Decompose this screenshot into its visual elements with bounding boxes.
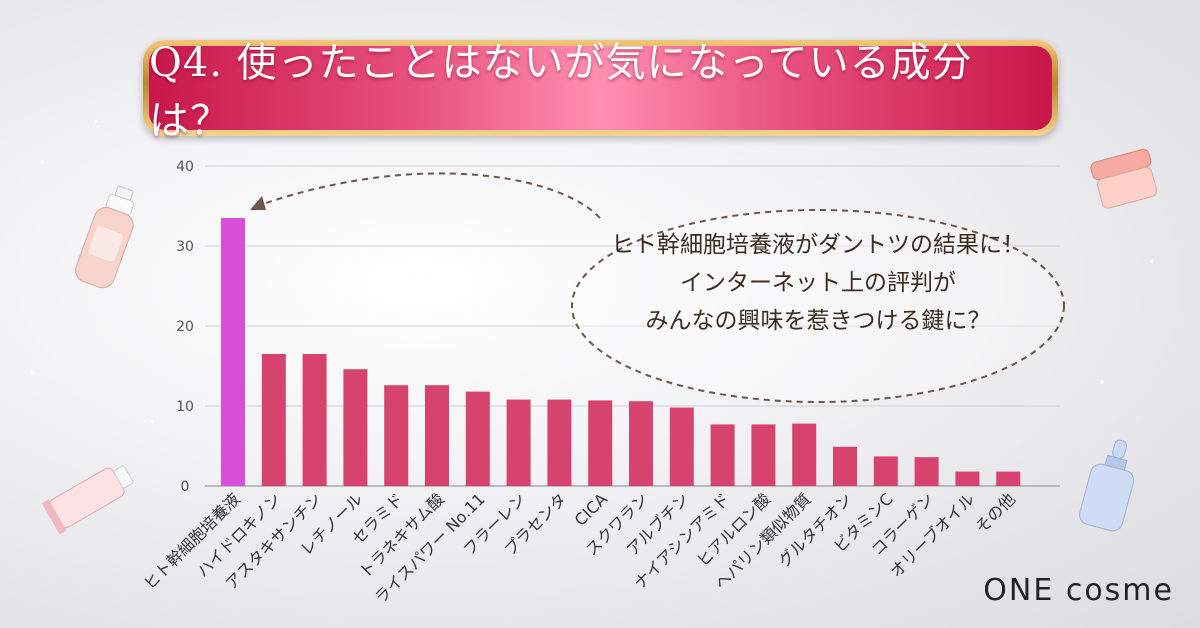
bar bbox=[996, 471, 1021, 486]
bar bbox=[873, 456, 898, 486]
callout-line-2: インターネット上の評判が bbox=[680, 270, 956, 296]
bar bbox=[547, 399, 572, 486]
y-tick-label: 10 bbox=[176, 399, 194, 415]
bar bbox=[302, 354, 327, 486]
callout-arrowhead bbox=[250, 196, 266, 210]
callout-arrow bbox=[259, 172, 601, 219]
bar bbox=[506, 399, 531, 486]
y-tick-label: 40 bbox=[176, 159, 194, 175]
y-tick-label: 30 bbox=[176, 239, 194, 255]
sparkle bbox=[95, 120, 98, 123]
bar bbox=[955, 471, 980, 486]
title-banner-inner: Q4. 使ったことはないが気になっている成分は？ bbox=[149, 40, 1052, 144]
bar bbox=[669, 407, 694, 486]
bar bbox=[221, 218, 245, 486]
callout-line-3: みんなの興味を惹きつける鍵に？ bbox=[645, 308, 991, 334]
y-tick-label: 20 bbox=[176, 319, 194, 335]
bar bbox=[261, 354, 286, 486]
chart-title: Q4. 使ったことはないが気になっている成分は？ bbox=[149, 40, 973, 144]
brand-logo: ONE cosme bbox=[983, 573, 1174, 608]
cream-jar-icon bbox=[1090, 148, 1158, 209]
sparkle bbox=[40, 160, 44, 164]
callout-line-1: ヒト幹細胞培養液がダントツの結果に！ bbox=[611, 232, 1025, 258]
sparkle bbox=[150, 420, 153, 423]
bar bbox=[833, 446, 857, 486]
bar bbox=[384, 385, 409, 486]
bar bbox=[588, 400, 613, 486]
bar bbox=[425, 385, 449, 486]
bar bbox=[629, 401, 653, 486]
callout-bubble bbox=[571, 209, 1065, 403]
bar bbox=[792, 423, 817, 486]
callout-text: ヒト幹細胞培養液がダントツの結果に！ インターネット上の評判が みんなの興味を惹… bbox=[568, 226, 1068, 340]
sparkle bbox=[1150, 260, 1153, 263]
bar bbox=[343, 369, 368, 486]
sparkle bbox=[30, 370, 35, 375]
bar bbox=[465, 391, 490, 486]
dropper-bottle-icon bbox=[1079, 439, 1135, 532]
tube-icon bbox=[41, 465, 134, 535]
bar bbox=[710, 424, 735, 486]
bar bbox=[751, 424, 776, 486]
y-tick-label: 0 bbox=[181, 479, 190, 495]
x-tick-label: その他 bbox=[972, 489, 1019, 536]
sparkle bbox=[1100, 380, 1104, 384]
bar bbox=[914, 457, 939, 486]
title-banner: Q4. 使ったことはないが気になっている成分は？ bbox=[143, 40, 1058, 144]
pump-bottle-icon bbox=[75, 185, 135, 289]
